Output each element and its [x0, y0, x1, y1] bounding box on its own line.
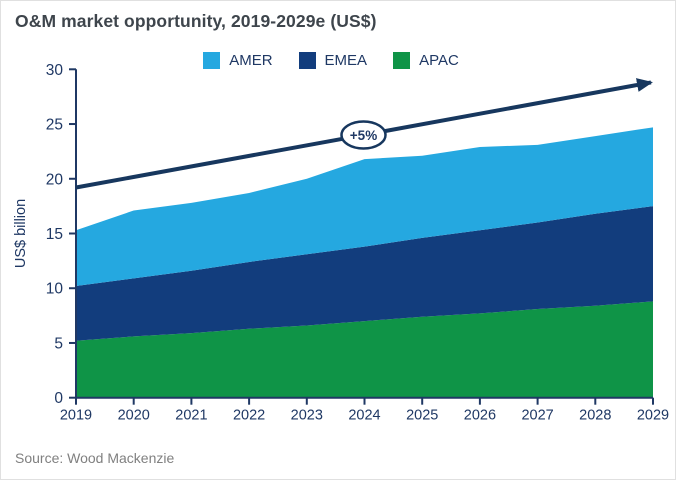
legend-label-emea: EMEA: [324, 52, 368, 69]
x-tick-label: 2022: [233, 408, 265, 424]
y-tick-label: 20: [46, 171, 64, 188]
area-emea: [76, 206, 653, 341]
x-tick-label: 2019: [60, 408, 92, 424]
legend: AMER EMEA APAC: [1, 52, 661, 69]
legend-swatch-emea: [298, 52, 316, 69]
chart-title: O&M market opportunity, 2019-2029e (US$): [15, 11, 377, 31]
y-tick-label: 0: [54, 390, 63, 407]
legend-item-apac: APAC: [393, 52, 459, 69]
legend-swatch-amer: [203, 52, 221, 69]
legend-item-emea: EMEA: [298, 52, 368, 69]
y-tick-label: 25: [46, 117, 63, 134]
y-tick-label: 10: [46, 281, 64, 298]
x-tick-label: 2020: [118, 408, 150, 424]
x-tick-label: 2023: [291, 408, 323, 424]
growth-annotation-label: +5%: [350, 128, 377, 143]
x-tick-label: 2028: [579, 408, 611, 424]
x-tick-label: 2027: [521, 408, 553, 424]
x-tick-label: 2025: [406, 408, 438, 424]
y-axis-title: US$ billion: [13, 199, 29, 268]
legend-label-amer: AMER: [229, 52, 273, 69]
growth-annotation-bubble: [340, 120, 387, 150]
y-tick-label: 15: [46, 226, 63, 243]
area-apac: [76, 301, 653, 398]
legend-label-apac: APAC: [419, 52, 459, 69]
x-tick-label: 2024: [348, 408, 380, 424]
x-tick-label: 2021: [175, 408, 207, 424]
legend-swatch-apac: [393, 52, 411, 69]
y-tick-label: 30: [46, 62, 64, 79]
area-amer: [76, 127, 653, 287]
legend-item-amer: AMER: [203, 52, 273, 69]
y-tick-label: 5: [54, 335, 63, 352]
x-tick-label: 2026: [464, 408, 496, 424]
source-note: Source: Wood Mackenzie: [15, 450, 175, 466]
x-tick-label: 2029: [637, 408, 669, 424]
